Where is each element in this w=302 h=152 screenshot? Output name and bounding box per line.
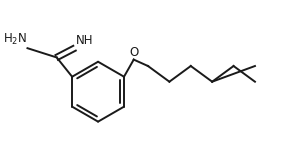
Text: NH: NH	[76, 35, 93, 47]
Text: H$_2$N: H$_2$N	[3, 32, 27, 47]
Text: O: O	[129, 46, 138, 59]
